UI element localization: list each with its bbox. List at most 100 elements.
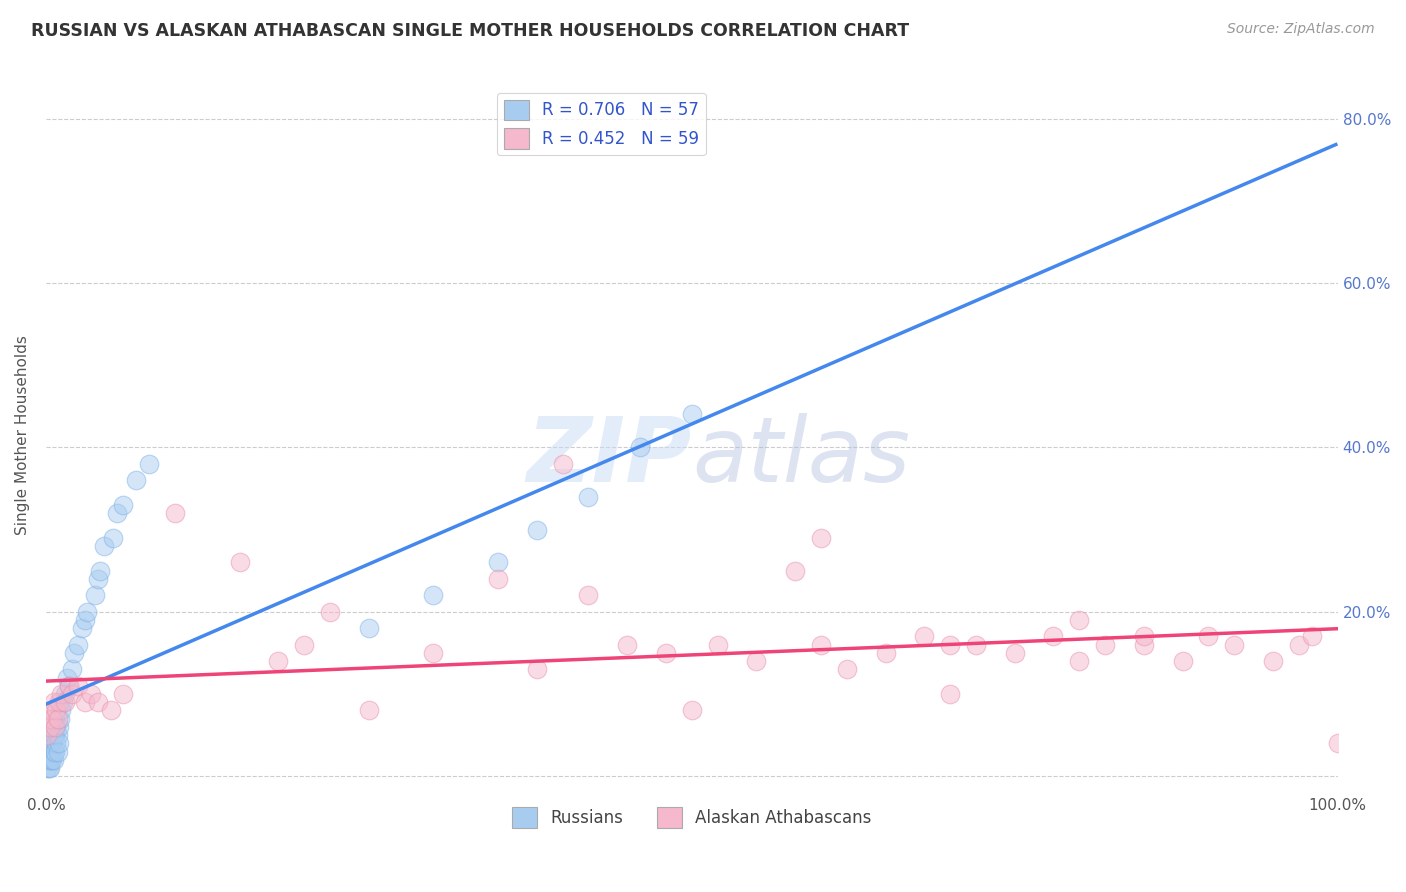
Point xyxy=(105,506,128,520)
Point xyxy=(1069,613,1091,627)
Point xyxy=(38,736,60,750)
Point xyxy=(165,506,187,520)
Point xyxy=(84,588,107,602)
Point xyxy=(706,638,728,652)
Point xyxy=(486,572,509,586)
Point xyxy=(38,720,60,734)
Point xyxy=(1301,630,1323,644)
Point xyxy=(37,745,59,759)
Point xyxy=(578,490,600,504)
Point xyxy=(526,662,548,676)
Text: atlas: atlas xyxy=(692,412,910,500)
Point xyxy=(486,556,509,570)
Point xyxy=(38,753,60,767)
Point xyxy=(67,679,90,693)
Point xyxy=(41,720,63,734)
Point xyxy=(44,728,66,742)
Point xyxy=(357,703,380,717)
Point xyxy=(48,736,70,750)
Point xyxy=(810,638,832,652)
Point xyxy=(89,564,111,578)
Point xyxy=(357,621,380,635)
Text: ZIP: ZIP xyxy=(527,412,692,500)
Point xyxy=(267,654,290,668)
Point xyxy=(51,687,73,701)
Point xyxy=(41,736,63,750)
Point xyxy=(45,703,67,717)
Point xyxy=(37,728,59,742)
Point xyxy=(48,720,70,734)
Point xyxy=(42,753,65,767)
Point xyxy=(42,695,65,709)
Point xyxy=(551,457,574,471)
Point xyxy=(60,687,83,701)
Point xyxy=(228,556,250,570)
Legend: Russians, Alaskan Athabascans: Russians, Alaskan Athabascans xyxy=(506,801,879,834)
Point xyxy=(38,761,60,775)
Point xyxy=(1133,630,1156,644)
Point xyxy=(939,638,962,652)
Point xyxy=(39,745,62,759)
Point xyxy=(93,539,115,553)
Point xyxy=(1042,630,1064,644)
Point xyxy=(1261,654,1284,668)
Point xyxy=(55,671,77,685)
Point xyxy=(76,605,98,619)
Point xyxy=(53,695,76,709)
Point xyxy=(319,605,342,619)
Point xyxy=(526,523,548,537)
Point xyxy=(67,638,90,652)
Point xyxy=(39,736,62,750)
Point xyxy=(37,761,59,775)
Point xyxy=(41,712,63,726)
Point xyxy=(44,712,66,726)
Point xyxy=(578,588,600,602)
Point xyxy=(44,745,66,759)
Point xyxy=(655,646,678,660)
Point xyxy=(58,679,80,693)
Point xyxy=(745,654,768,668)
Point xyxy=(86,695,108,709)
Y-axis label: Single Mother Households: Single Mother Households xyxy=(15,335,30,535)
Point xyxy=(38,728,60,742)
Point xyxy=(1171,654,1194,668)
Point xyxy=(100,703,122,717)
Point xyxy=(38,745,60,759)
Point xyxy=(835,662,858,676)
Point xyxy=(628,441,651,455)
Point xyxy=(965,638,987,652)
Point xyxy=(1326,736,1348,750)
Point xyxy=(39,753,62,767)
Point xyxy=(1069,654,1091,668)
Point xyxy=(1094,638,1116,652)
Point xyxy=(810,531,832,545)
Point xyxy=(45,736,67,750)
Point xyxy=(422,588,444,602)
Point xyxy=(38,753,60,767)
Point xyxy=(44,720,66,734)
Point xyxy=(41,753,63,767)
Text: Source: ZipAtlas.com: Source: ZipAtlas.com xyxy=(1227,22,1375,37)
Point xyxy=(49,712,72,726)
Point xyxy=(616,638,638,652)
Point xyxy=(58,679,80,693)
Point xyxy=(63,646,86,660)
Text: RUSSIAN VS ALASKAN ATHABASCAN SINGLE MOTHER HOUSEHOLDS CORRELATION CHART: RUSSIAN VS ALASKAN ATHABASCAN SINGLE MOT… xyxy=(31,22,910,40)
Point xyxy=(52,695,75,709)
Point xyxy=(112,498,135,512)
Point xyxy=(39,703,62,717)
Point xyxy=(42,728,65,742)
Point xyxy=(125,473,148,487)
Point xyxy=(1198,630,1220,644)
Point xyxy=(1288,638,1310,652)
Point xyxy=(46,728,69,742)
Point xyxy=(73,613,96,627)
Point xyxy=(86,572,108,586)
Point xyxy=(37,753,59,767)
Point xyxy=(422,646,444,660)
Point xyxy=(46,745,69,759)
Point xyxy=(681,703,703,717)
Point xyxy=(53,687,76,701)
Point xyxy=(48,695,70,709)
Point xyxy=(42,745,65,759)
